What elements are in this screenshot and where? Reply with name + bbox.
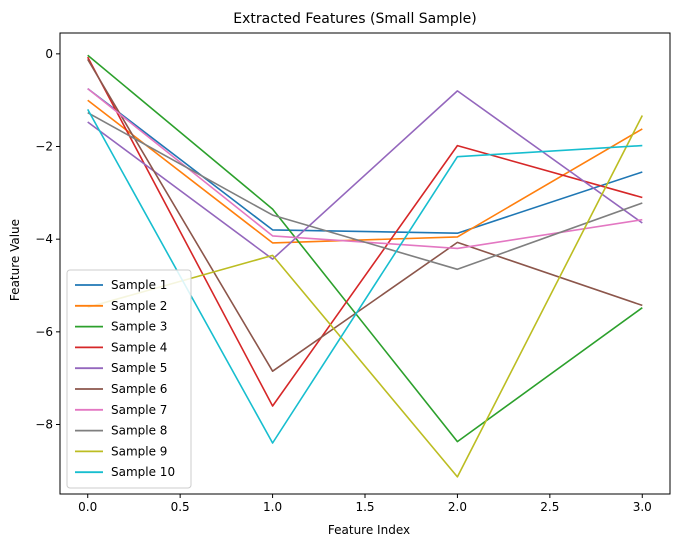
legend-label: Sample 10 — [111, 465, 175, 479]
series-line-sample-6 — [87, 58, 643, 373]
y-tick-label: −2 — [35, 140, 53, 154]
series-line-sample-4 — [86, 56, 643, 407]
legend-label: Sample 9 — [111, 444, 167, 458]
y-tick-label: 0 — [45, 47, 53, 61]
series-line-sample-1 — [87, 87, 643, 234]
y-axis: 0 −2 −4 −6 −8 — [35, 47, 60, 432]
y-tick-label: −8 — [35, 418, 53, 432]
legend-label: Sample 3 — [111, 320, 167, 334]
x-axis-title: Feature Index — [328, 523, 410, 537]
series-line-sample-8 — [87, 112, 643, 271]
y-tick-label: −4 — [35, 232, 53, 246]
x-tick-label: 2.5 — [540, 500, 559, 514]
legend-label: Sample 2 — [111, 299, 167, 313]
x-tick-label: 1.0 — [263, 500, 282, 514]
y-tick-label: −6 — [35, 325, 53, 339]
series-line-sample-2 — [87, 99, 643, 244]
series-line-sample-3 — [87, 54, 643, 443]
legend-label: Sample 6 — [111, 382, 167, 396]
x-axis: 0.0 0.5 1.0 1.5 2.0 2.5 3.0 — [78, 494, 652, 514]
legend-label: Sample 7 — [111, 403, 167, 417]
legend-label: Sample 1 — [111, 278, 167, 292]
x-tick-label: 0.5 — [171, 500, 190, 514]
x-tick-label: 3.0 — [633, 500, 652, 514]
series-lines — [86, 54, 644, 478]
series-line-sample-5 — [87, 90, 643, 260]
legend-label: Sample 8 — [111, 424, 167, 438]
legend-label: Sample 5 — [111, 361, 167, 375]
y-axis-title: Feature Value — [8, 219, 22, 301]
x-tick-label: 0.0 — [78, 500, 97, 514]
x-tick-label: 2.0 — [448, 500, 467, 514]
legend-label: Sample 4 — [111, 340, 167, 354]
chart-title: Extracted Features (Small Sample) — [233, 11, 477, 27]
legend: Sample 1 Sample 2 Sample 3 Sample 4 Sample 5… — [66, 269, 192, 489]
legend-box — [66, 269, 192, 489]
x-tick-label: 1.5 — [355, 500, 374, 514]
